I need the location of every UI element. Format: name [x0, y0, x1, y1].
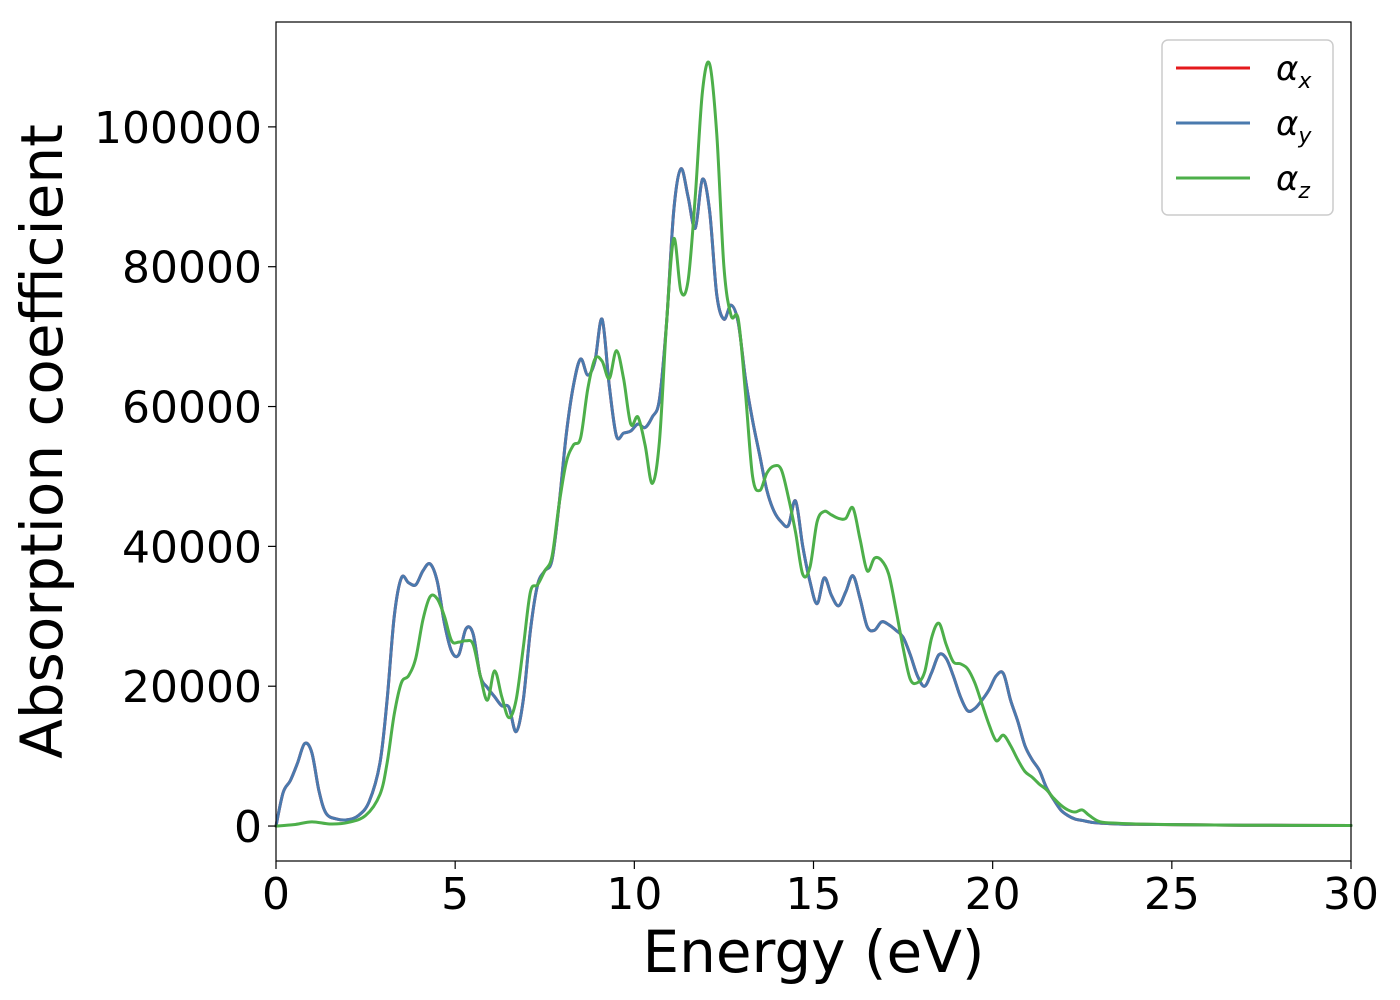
- x-tick-label: 15: [786, 869, 842, 920]
- legend-label-alpha-x: αx: [1276, 49, 1312, 94]
- series-line-alpha-y: [274, 167, 1353, 828]
- y-tick-label: 0: [234, 802, 262, 853]
- y-tick-label: 40000: [122, 522, 262, 573]
- series-line-alpha-x: [274, 167, 1353, 828]
- y-tick-label: 100000: [94, 103, 262, 154]
- series-layer: [274, 60, 1353, 828]
- x-tick-label: 5: [441, 869, 469, 920]
- y-tick-label: 20000: [122, 662, 262, 713]
- x-tick-label: 30: [1323, 869, 1379, 920]
- x-tick-label: 20: [965, 869, 1021, 920]
- y-tick-label: 80000: [122, 243, 262, 294]
- x-axis-title: Energy (eV): [642, 918, 984, 986]
- legend-box: [1161, 39, 1334, 216]
- legend: αx αy αz: [1161, 39, 1334, 216]
- y-axis: 0 20000 40000 60000 80000 100000: [94, 103, 276, 853]
- y-axis-title: Absorption coefficient: [8, 124, 76, 759]
- y-tick-label: 60000: [122, 383, 262, 434]
- x-axis: 0 5 10 15 20 25 30: [262, 861, 1379, 920]
- x-tick-label: 10: [606, 869, 662, 920]
- x-tick-label: 0: [262, 869, 290, 920]
- legend-label-alpha-z: αz: [1276, 159, 1310, 204]
- x-tick-label: 25: [1144, 869, 1200, 920]
- legend-label-alpha-y: αy: [1276, 104, 1312, 149]
- series-line-alpha-z: [274, 60, 1353, 828]
